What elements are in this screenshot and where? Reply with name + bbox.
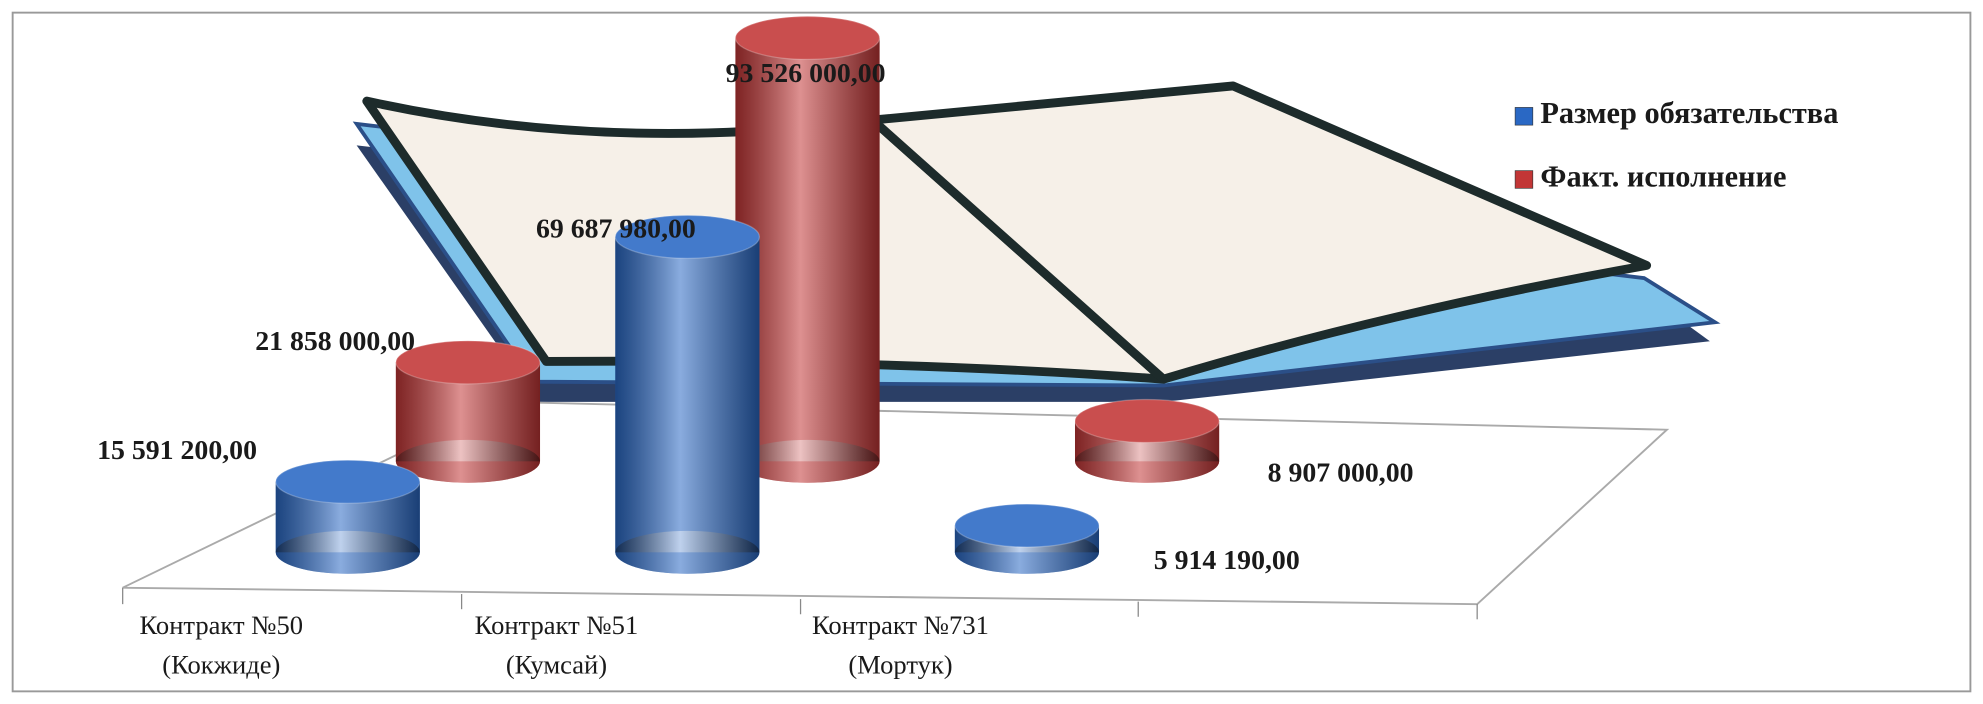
cylinder-top	[275, 459, 421, 504]
value-label: 8 907 000,00	[1268, 458, 1414, 489]
cylinder-shade	[615, 236, 760, 553]
cylinder-top	[1074, 398, 1220, 444]
x-tick-label: (Мортук)	[848, 649, 952, 679]
legend-swatch	[1514, 107, 1534, 126]
value-label: 69 687 980,00	[536, 214, 696, 245]
cylinder	[954, 503, 1100, 574]
cylinder-top-shine	[735, 16, 880, 60]
x-tick-label: (Кумсай)	[506, 649, 607, 679]
x-tick-label: (Кокжиде)	[162, 649, 280, 679]
cylinder	[395, 340, 541, 483]
cylinder-top-shine	[1074, 399, 1220, 443]
cylinder-top	[734, 15, 881, 61]
legend-swatch	[1514, 170, 1534, 189]
x-tick-label: Контракт №731	[812, 610, 989, 640]
cylinder	[275, 459, 421, 574]
value-label: 15 591 200,00	[97, 435, 257, 466]
cylinder-top-shine	[954, 504, 1100, 548]
cylinder-top	[395, 340, 541, 385]
cylinder-top	[954, 503, 1100, 548]
value-label: 93 526 000,00	[726, 58, 886, 89]
cylinder-top-shine	[395, 340, 541, 384]
cylinder-top-shine	[275, 460, 420, 504]
value-label: 5 914 190,00	[1154, 545, 1300, 576]
plot: 15 591 200,00 69 687 980,00 5 914 190,00 21…	[11, 11, 1972, 693]
cylinder-top	[614, 214, 761, 259]
cylinder	[614, 214, 761, 574]
value-label: 21 858 000,00	[255, 326, 415, 357]
x-tick-label: Контракт №51	[475, 610, 639, 640]
frame	[11, 11, 1972, 693]
cylinder	[1074, 398, 1220, 483]
legend-label: Размер обязательства	[1540, 96, 1838, 130]
cylinder-top-shine	[615, 215, 760, 259]
cylinders: 15 591 200,00 69 687 980,00 5 914 190,00 21…	[97, 15, 1838, 679]
x-tick-label: Контракт №50	[140, 610, 304, 640]
legend-label: Факт. исполнение	[1540, 159, 1786, 193]
